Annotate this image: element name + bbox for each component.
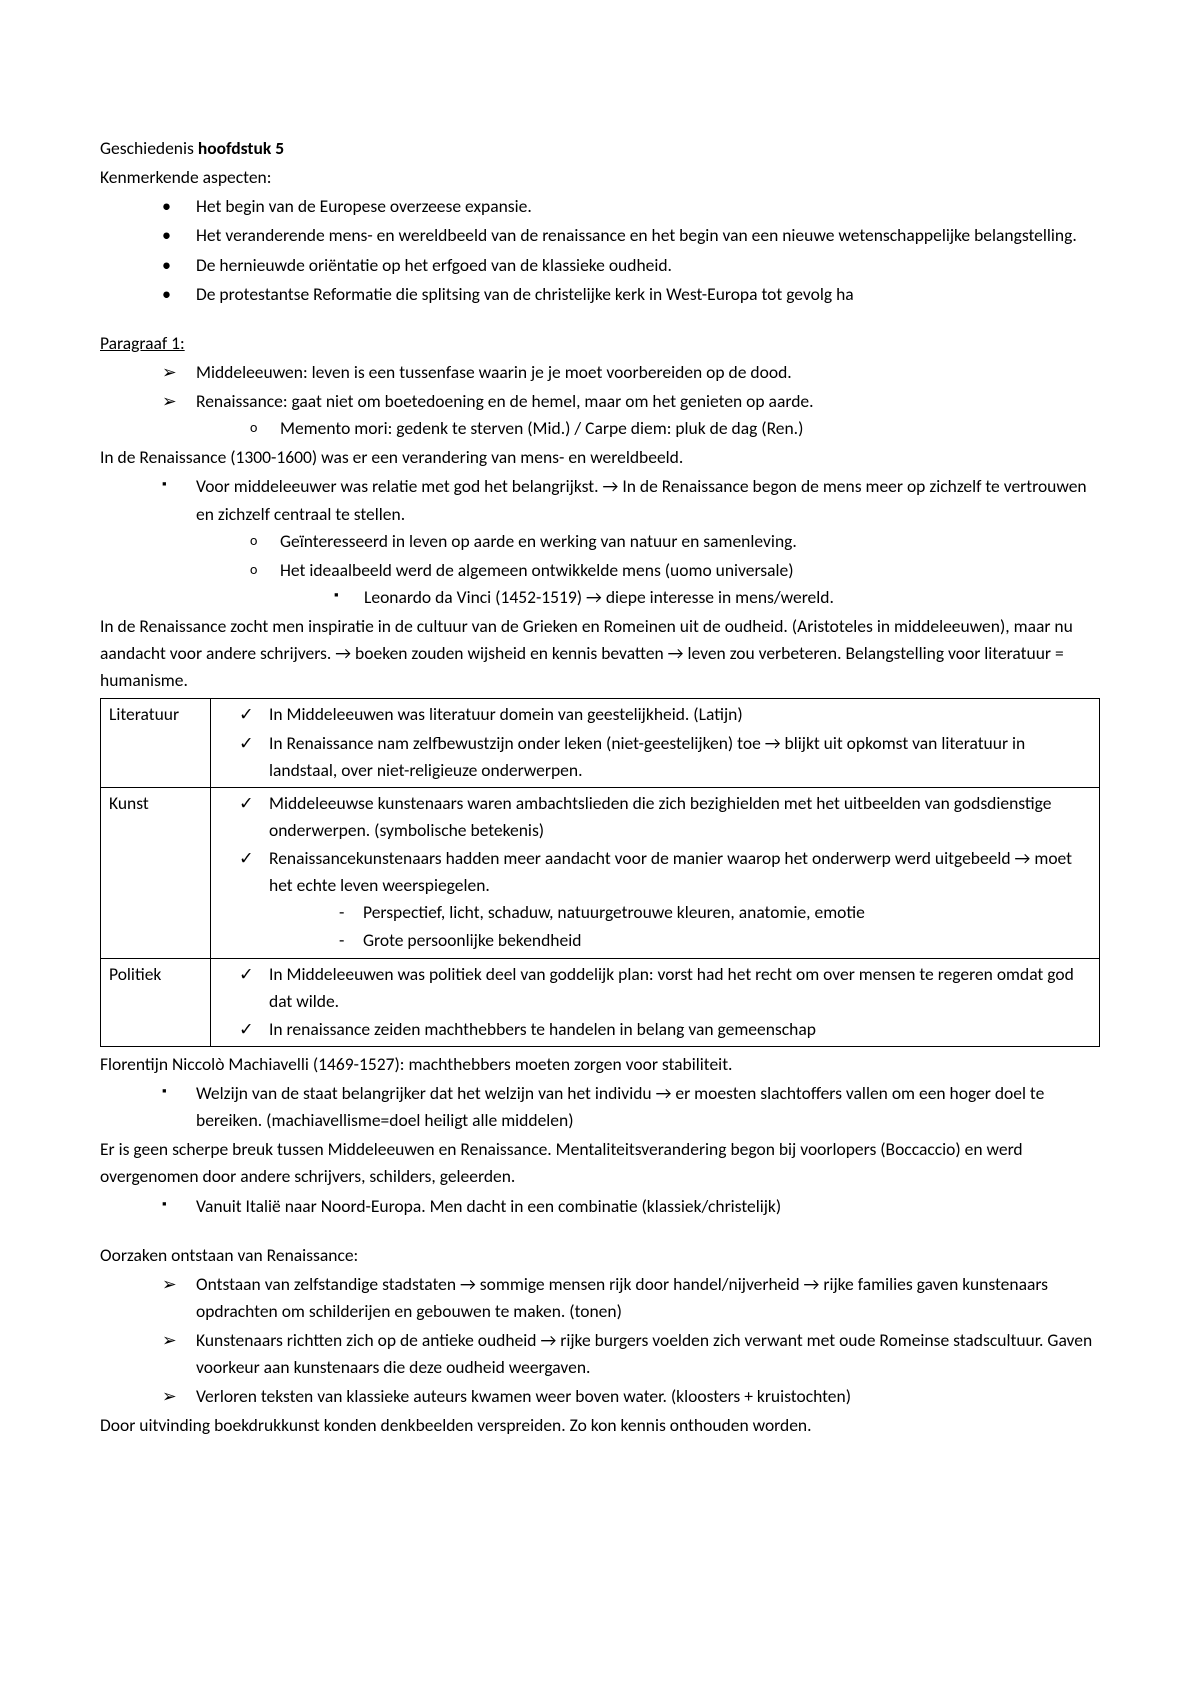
check-list: In Middeleeuwen was politiek deel van go… [219, 961, 1093, 1043]
check-item: In Middeleeuwen was literatuur domein va… [239, 701, 1093, 728]
p1-line: Door uitvinding boekdrukkunst konden den… [100, 1412, 1100, 1439]
table-row: Politiek In Middeleeuwen was politiek de… [101, 958, 1100, 1046]
p1-square-item: Welzijn van de staat belangrijker dat he… [162, 1080, 1100, 1134]
p1-line: Er is geen scherpe breuk tussen Middelee… [100, 1136, 1100, 1190]
p1-square-text: Voor middeleeuwer was relatie met god he… [196, 475, 1087, 524]
comparison-table: Literatuur In Middeleeuwen was literatuu… [100, 698, 1100, 1047]
dash-list: Perspectief, licht, schaduw, natuurgetro… [269, 899, 1093, 954]
p1-arrow-item: Middeleeuwen: leven is een tussenfase wa… [162, 359, 1100, 386]
table-cell: In Middeleeuwen was literatuur domein va… [211, 699, 1100, 787]
p1-circle-item: Memento mori: gedenk te sterven (Mid.) /… [250, 415, 1100, 442]
p1-square-item: Vanuit Italië naar Noord-Europa. Men dac… [162, 1193, 1100, 1220]
dash-item: Grote persoonlijke bekendheid [339, 927, 1093, 954]
causes-list: Ontstaan van zelfstandige stadstaten → s… [100, 1271, 1100, 1411]
p1-line: In de Renaissance zocht men inspiratie i… [100, 613, 1100, 694]
p1-circle-text: Het ideaalbeeld werd de algemeen ontwikk… [280, 559, 794, 581]
aspect-item: De protestantse Reformatie die splitsing… [162, 281, 1100, 308]
p1-square-item: Voor middeleeuwer was relatie met god he… [162, 473, 1100, 611]
check-item: In Middeleeuwen was politiek deel van go… [239, 961, 1093, 1015]
table-label: Politiek [101, 958, 211, 1046]
check-item: Middeleeuwse kunstenaars waren ambachtsl… [239, 790, 1093, 844]
table-cell: Middeleeuwse kunstenaars waren ambachtsl… [211, 787, 1100, 958]
check-list: In Middeleeuwen was literatuur domein va… [219, 701, 1093, 783]
title-prefix: Geschiedenis [100, 137, 198, 159]
doc-title: Geschiedenis hoofdstuk 5 [100, 135, 1100, 162]
p1-square-list-3: Vanuit Italië naar Noord-Europa. Men dac… [100, 1193, 1100, 1220]
dash-item: Perspectief, licht, schaduw, natuurgetro… [339, 899, 1093, 926]
p1-circle-item: Het ideaalbeeld werd de algemeen ontwikk… [250, 557, 1100, 611]
p1-arrow-list: Middeleeuwen: leven is een tussenfase wa… [100, 359, 1100, 442]
cause-item: Kunstenaars richtten zich op de antieke … [162, 1327, 1100, 1381]
p1-square-list: Voor middeleeuwer was relatie met god he… [100, 473, 1100, 611]
table-label: Kunst [101, 787, 211, 958]
aspect-item: Het begin van de Europese overzeese expa… [162, 193, 1100, 220]
table-row: Kunst Middeleeuwse kunstenaars waren amb… [101, 787, 1100, 958]
check-list: Middeleeuwse kunstenaars waren ambachtsl… [219, 790, 1093, 955]
p1-circle-list: Memento mori: gedenk te sterven (Mid.) /… [196, 415, 1100, 442]
cause-item: Verloren teksten van klassieke auteurs k… [162, 1383, 1100, 1410]
aspects-list: Het begin van de Europese overzeese expa… [100, 193, 1100, 308]
title-bold: hoofdstuk 5 [198, 137, 284, 159]
p1-line: In de Renaissance (1300-1600) was er een… [100, 444, 1100, 471]
check-text: Renaissancekunstenaars hadden meer aanda… [269, 847, 1072, 896]
paragraph-1-head: Paragraaf 1: [100, 330, 1100, 357]
p1-circle-item: Geïnteresseerd in leven op aarde en werk… [250, 528, 1100, 555]
subtitle: Kenmerkende aspecten: [100, 164, 1100, 191]
p1-circle-list-2: Geïnteresseerd in leven op aarde en werk… [196, 528, 1100, 611]
paragraph-1-head-text: Paragraaf 1: [100, 332, 185, 354]
causes-head: Oorzaken ontstaan van Renaissance: [100, 1242, 1100, 1269]
p1-square2-list: Leonardo da Vinci (1452-1519) → diepe in… [280, 584, 1100, 611]
p1-square2-item: Leonardo da Vinci (1452-1519) → diepe in… [334, 584, 1100, 611]
aspect-item: De hernieuwde oriëntatie op het erfgoed … [162, 252, 1100, 279]
table-label: Literatuur [101, 699, 211, 787]
aspect-item: Het veranderende mens- en wereldbeeld va… [162, 222, 1100, 249]
table-row: Literatuur In Middeleeuwen was literatuu… [101, 699, 1100, 787]
p1-square-list-2: Welzijn van de staat belangrijker dat he… [100, 1080, 1100, 1134]
cause-item: Ontstaan van zelfstandige stadstaten → s… [162, 1271, 1100, 1325]
p1-arrow-item: Renaissance: gaat niet om boetedoening e… [162, 388, 1100, 442]
table-cell: In Middeleeuwen was politiek deel van go… [211, 958, 1100, 1046]
check-item: Renaissancekunstenaars hadden meer aanda… [239, 845, 1093, 955]
check-item: In renaissance zeiden machthebbers te ha… [239, 1016, 1093, 1043]
p1-line: Florentijn Niccolò Machiavelli (1469-152… [100, 1051, 1100, 1078]
check-item: In Renaissance nam zelfbewustzijn onder … [239, 730, 1093, 784]
p1-arrow-text: Renaissance: gaat niet om boetedoening e… [196, 390, 814, 412]
